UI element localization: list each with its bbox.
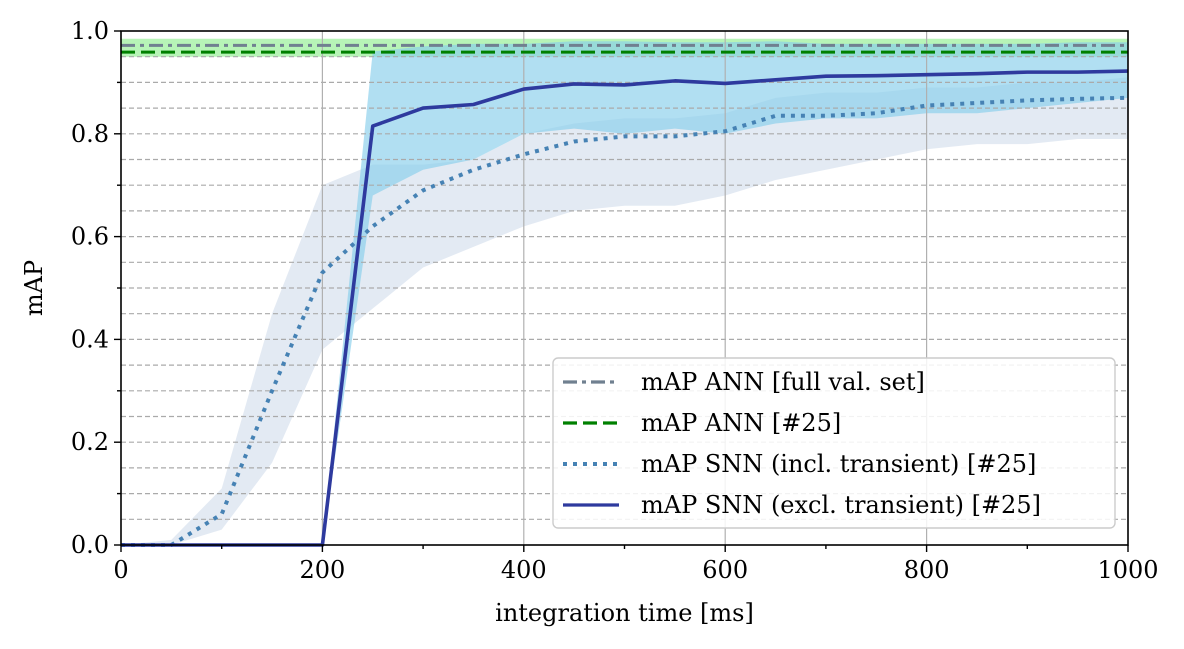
legend-box <box>552 357 1116 529</box>
legend-label-2: mAP SNN (incl. transient) [#25] <box>641 450 1036 478</box>
x-tick-label: 800 <box>904 556 950 584</box>
legend-label-1: mAP ANN [#25] <box>641 409 841 437</box>
x-tick-label: 1000 <box>1097 556 1158 584</box>
x-axis-label: integration time [ms] <box>495 599 754 627</box>
y-tick-label: 0.0 <box>71 531 109 559</box>
y-tick-label: 0.2 <box>71 428 109 456</box>
ticks: 0 200 400 600 800 1000 0.0 0.2 0.4 0.6 0.8 1.0 <box>71 17 1159 584</box>
y-axis-label: mAP <box>20 260 48 316</box>
series-line-3 <box>121 69 1129 547</box>
x-tick-label: 400 <box>501 556 547 584</box>
band-3 <box>322 41 1128 545</box>
y-tick-label: 0.6 <box>71 223 109 251</box>
legend: mAP ANN [full val. set] mAP ANN [#25] mAP … <box>552 357 1116 529</box>
y-tick-label: 0.4 <box>71 325 109 353</box>
series-line-2 <box>121 95 1129 547</box>
x-tick-label: 600 <box>702 556 748 584</box>
y-tick-label: 1.0 <box>71 17 109 45</box>
x-tick-label: 200 <box>299 556 345 584</box>
series-lines <box>121 43 1129 547</box>
legend-label-3: mAP SNN (excl. transient) [#25] <box>641 491 1041 519</box>
legend-label-0: mAP ANN [full val. set] <box>641 368 925 396</box>
y-tick-label: 0.8 <box>71 120 109 148</box>
x-tick-label: 0 <box>113 556 128 584</box>
